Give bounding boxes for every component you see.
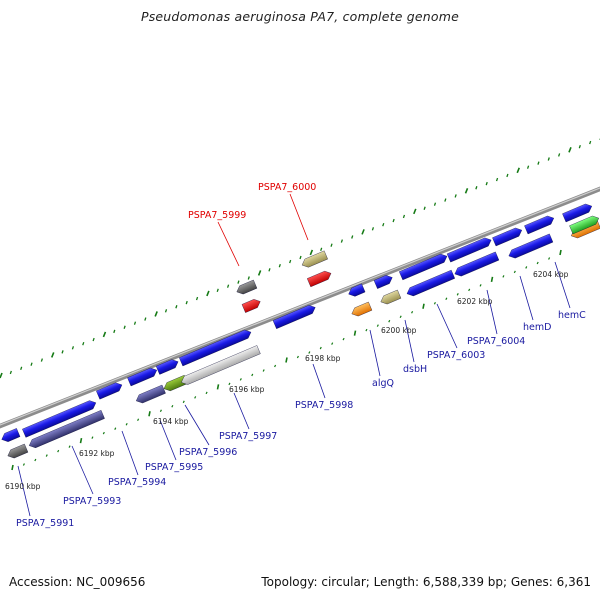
gene-arrow [1, 428, 21, 442]
gene-arrow [508, 233, 554, 259]
gene-arrow [492, 227, 523, 247]
kbp-tick-label: 6190 kbp [5, 482, 41, 491]
gene-label: PSPA7_5993 [63, 496, 121, 507]
gene-arrow [7, 443, 29, 459]
gene-arrow [351, 301, 373, 317]
gene-arrow [96, 382, 123, 400]
kbp-tick-label: 6192 kbp [79, 449, 115, 458]
gene-label: PSPA7_5996 [179, 447, 237, 458]
gene-arrow [135, 384, 166, 404]
gene-arrow [181, 345, 261, 385]
gene-label: hemD [523, 322, 551, 333]
gene-arrow [272, 305, 316, 329]
kbp-tick-label: 6196 kbp [229, 385, 265, 394]
gene-label: algQ [372, 378, 394, 389]
gene-arrow [406, 269, 455, 297]
gene-arrow [446, 237, 492, 263]
gene-label: PSPA7_5998 [295, 400, 353, 411]
gene-arrow [524, 215, 555, 235]
map-title: Pseudomonas aeruginosa PA7, complete gen… [140, 9, 460, 24]
gene-arrow [127, 367, 158, 387]
minor-tick-track [0, 137, 600, 471]
gene-arrow [236, 279, 258, 295]
gene-labels: PSPA7_5999 PSPA7_6000 PSPA7_5991 PSPA7_5993… [16, 182, 586, 529]
kbp-tick-label: 6200 kbp [381, 326, 417, 335]
kbp-ticks: 6190 kbp 6192 kbp 6194 kbp 6196 kbp 6198 kbp… [5, 270, 569, 491]
gene-features [1, 203, 600, 459]
kbp-tick-label: 6204 kbp [533, 270, 569, 279]
gene-label: PSPA7_5995 [145, 462, 203, 473]
kbp-tick-label: 6198 kbp [305, 354, 341, 363]
gene-arrow [562, 203, 593, 223]
gene-arrow [179, 329, 252, 367]
gene-arrow [306, 270, 332, 288]
gene-arrow [380, 289, 402, 305]
gene-label: hemC [558, 310, 586, 321]
accession-text: Accession: NC_009656 [9, 575, 146, 589]
gene-arrow [454, 251, 500, 277]
gene-label: PSPA7_6003 [427, 350, 485, 361]
gene-arrow [399, 253, 448, 281]
gene-label: PSPA7_5997 [219, 431, 277, 442]
gene-arrow [373, 275, 393, 289]
kbp-tick-label: 6202 kbp [457, 297, 493, 306]
gene-label: PSPA7_6000 [258, 182, 316, 193]
gene-arrow [155, 359, 179, 375]
gene-label: PSPA7_5999 [188, 210, 246, 221]
gene-arrow [301, 250, 328, 268]
gene-label: PSPA7_6004 [467, 336, 525, 347]
gene-arrow [348, 283, 366, 297]
genome-summary-text: Topology: circular; Length: 6,588,339 bp… [261, 575, 591, 589]
gene-arrow [241, 299, 261, 313]
gene-arrow [22, 400, 97, 438]
kbp-tick-label: 6194 kbp [153, 417, 189, 426]
gene-label: dsbH [403, 364, 427, 375]
gene-arrow [569, 215, 600, 235]
gene-label: PSPA7_5991 [16, 518, 74, 529]
gene-label: PSPA7_5994 [108, 477, 166, 488]
gene-arrow [28, 410, 105, 448]
genome-backbone [0, 186, 600, 429]
